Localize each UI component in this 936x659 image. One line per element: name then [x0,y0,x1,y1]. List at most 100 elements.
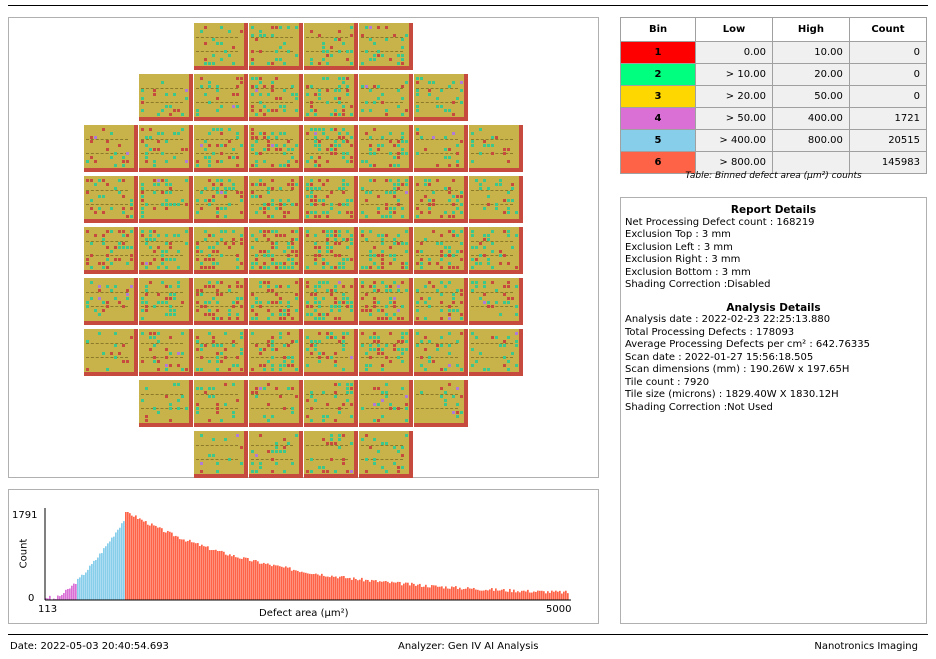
histogram-bar [323,575,325,600]
histogram-bar [507,591,509,600]
histogram-bar [171,532,173,600]
histogram-bar [83,575,85,600]
wafer-die [414,278,468,325]
wafer-die [359,380,413,427]
histogram-bar [539,590,541,600]
wafer-die [304,74,358,121]
histogram-bar [295,570,297,600]
detail-line: Tile size (microns) : 1829.40W X 1830.12… [625,389,839,400]
histogram-bar [371,579,373,600]
histogram-bar [231,556,233,600]
wafer-die [359,329,413,376]
histogram-bar [525,591,527,600]
histogram-bar [333,576,335,600]
analysis-details-list: Analysis date : 2022-02-23 22:25:13.880 T… [625,314,922,414]
histogram-bar [381,581,383,600]
bin-high-cell: 20.00 [771,63,850,86]
histogram-bar [359,579,361,600]
histogram-panel: 1791 0 Count 113 5000 Defect area (µm²) [8,489,599,624]
bin-table-header: Bin Low High Count [619,17,928,42]
histogram-bar [395,582,397,600]
wafer-die [194,176,248,223]
detail-line: Total Processing Defects : 178093 [625,326,795,338]
wafer-die [194,278,248,325]
histogram-bar [179,539,181,600]
histogram-bar [79,577,81,600]
histogram-bar [567,593,569,600]
wafer-die [304,176,358,223]
histogram-bar [475,589,477,600]
histogram-bar [177,536,179,600]
histogram-bar [225,554,227,600]
bin-row: 6 > 800.00 145983 [619,151,928,174]
histogram-bar [161,528,163,600]
histogram-bar [325,576,327,600]
histogram-bar [139,518,141,600]
wafer-die [84,278,138,325]
histogram-bar [135,515,137,600]
wafer-die [249,227,303,274]
histogram-bar [419,583,421,600]
histogram-bar [131,515,133,600]
histogram-bar [115,532,117,600]
histogram-bar [221,550,223,600]
histogram-bar [61,594,63,600]
low-column-header: Low [695,17,773,42]
wafer-die [84,227,138,274]
histogram-bar [265,563,267,600]
wafer-die [249,74,303,121]
histogram-bar [241,558,243,600]
wafer-die [139,74,193,121]
histogram-bar [45,597,47,600]
histogram-bar [189,539,191,600]
wafer-die [194,380,248,427]
histogram-bar [455,586,457,600]
histogram-bar [485,589,487,600]
bin-count-cell: 0 [848,85,928,108]
wafer-die [194,431,248,478]
histogram-bar [375,580,377,600]
histogram-bar [451,586,453,600]
histogram-bar [99,553,101,600]
histogram-bar [53,598,55,600]
histogram-bar [91,564,93,600]
histogram-bar [237,557,239,600]
wafer-die [139,278,193,325]
bin-number-cell: 5 [619,129,697,152]
histogram-bar [227,555,229,600]
histogram-bar [545,593,547,600]
wafer-die [469,278,523,325]
bin-number-cell: 1 [619,41,697,64]
histogram-bar [433,585,435,600]
histogram-bar [203,546,205,600]
histogram-bar [343,576,345,600]
high-column-header: High [771,17,850,42]
histogram-bar [273,564,275,600]
histogram-bar [379,581,381,600]
histogram-bar [495,588,497,600]
bin-low-cell: > 50.00 [695,107,773,130]
histogram-bar [153,525,155,600]
histogram-bar [543,591,545,600]
histogram-bar [143,521,145,600]
histogram-bar [499,590,501,600]
histogram-bar [113,536,115,600]
histogram-bar [137,518,139,600]
bin-low-cell: > 10.00 [695,63,773,86]
histogram-bar [437,586,439,600]
histogram-bar [107,543,109,600]
histogram-bar [193,542,195,600]
histogram-bar [287,567,289,600]
histogram-bar [175,535,177,600]
histogram-bar [63,593,65,600]
histogram-bar [275,565,277,600]
histogram-bar [341,576,343,600]
histogram-bar [197,543,199,600]
wafer-die [414,329,468,376]
histogram-bar [95,559,97,600]
wafer-die [139,125,193,172]
histogram-bar [487,590,489,600]
histogram-y-axis-label: Count [18,538,30,569]
wafer-die [304,431,358,478]
histogram-bar [117,529,119,600]
